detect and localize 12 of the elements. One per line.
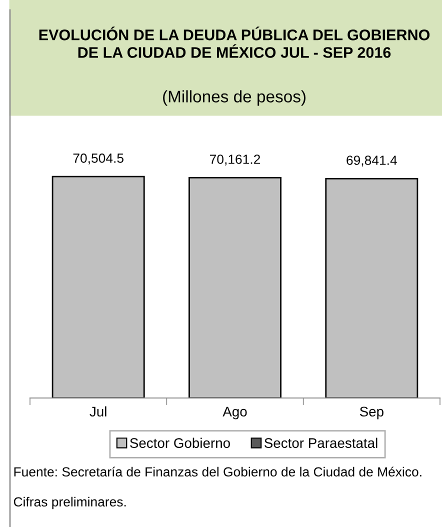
x-tick-label: Ago: [222, 406, 247, 420]
x-tick-label: Jul: [90, 406, 106, 417]
data-label: 70,161.2: [210, 154, 260, 166]
legend-label: Sector Gobierno: [130, 438, 230, 448]
legend-label: Sector Paraestatal: [264, 438, 378, 448]
source-note: Fuente: Secretaría de Finanzas del Gobierno de la Ciudad de México.: [14, 466, 422, 477]
data-label: 69,841.4: [346, 156, 397, 166]
chart-title: EVOLUCIÓN DE LA DEUDA PÚBLICA DEL GOBIERNO DE LA CIUDAD DE MÉXICO JUL - SEP 2016: [39, 26, 430, 58]
text: Cifras preliminares.: [14, 496, 126, 510]
x-tick-label: Sep: [360, 406, 384, 420]
data-label: 70,504.5: [73, 154, 124, 164]
chart-subtitle: (Millones de pesos): [163, 90, 306, 106]
